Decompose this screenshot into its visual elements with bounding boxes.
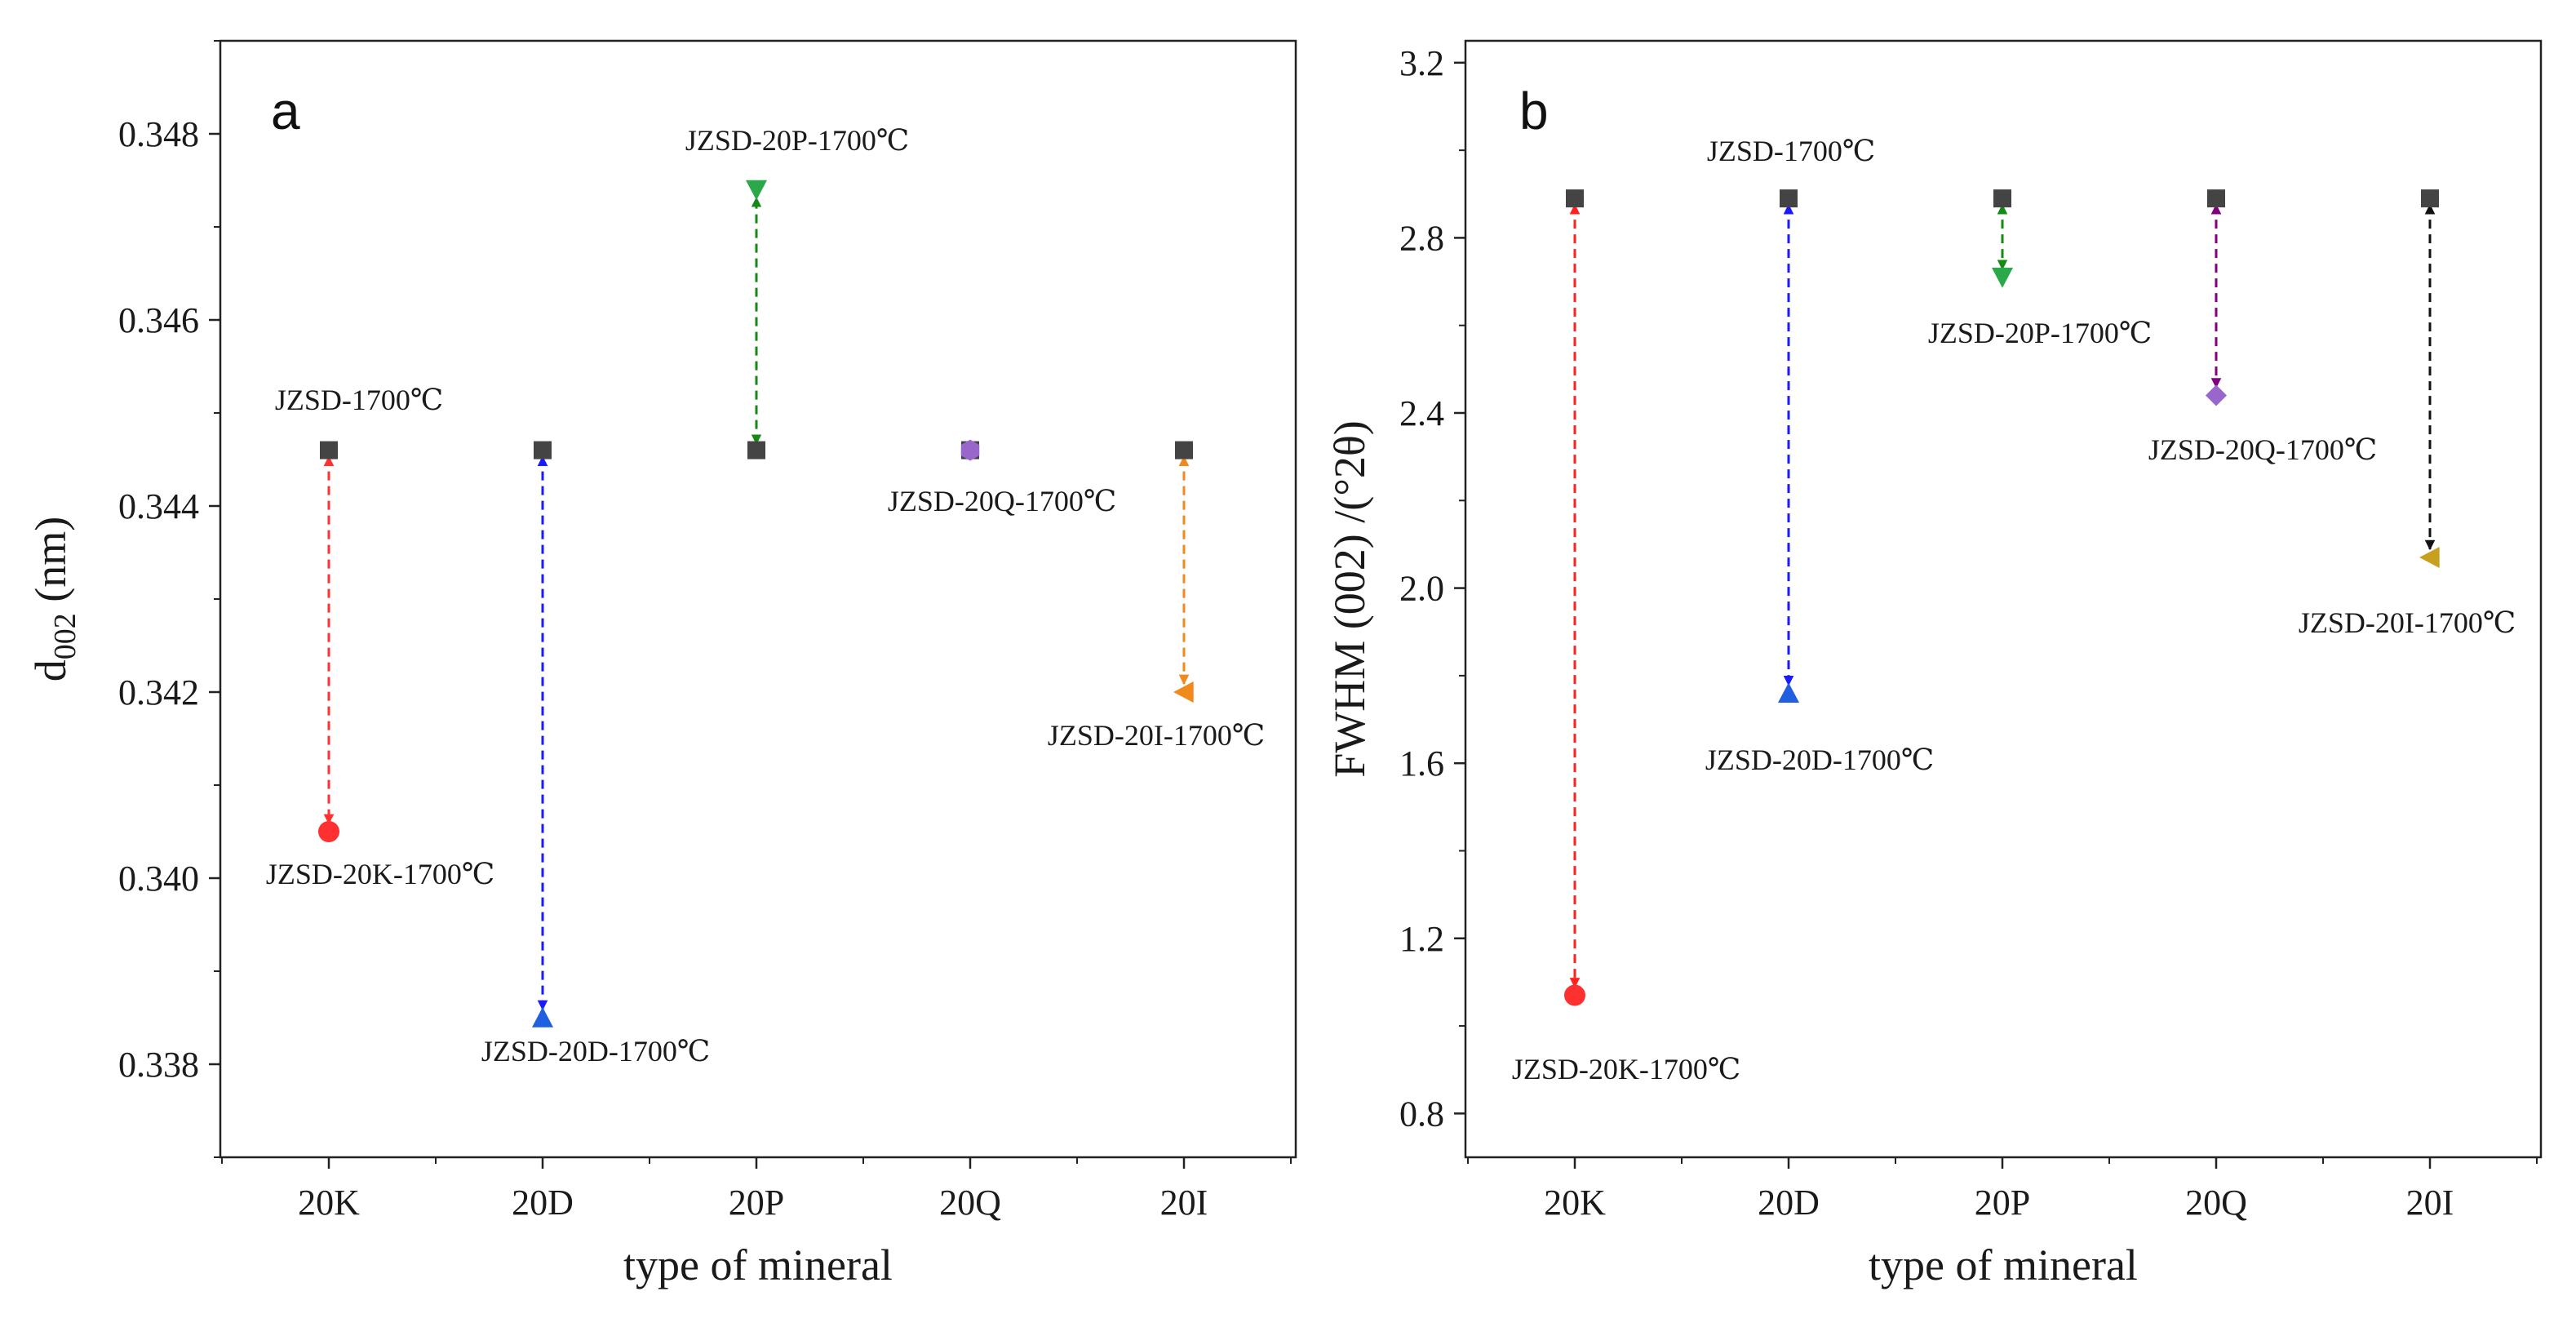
x-tick-label-b: 20P <box>1975 1183 2030 1223</box>
panel-label-a: a <box>271 82 300 140</box>
ticks-b: 0.8 1.2 1.6 2.0 2.4 2.8 3.2 20K 20D 20P 20Q 20I <box>1399 43 2538 1223</box>
y-tick-label-a: 0.344 <box>118 486 199 526</box>
points-b <box>1564 189 2440 1006</box>
reference-point-b-20P <box>1993 189 2011 208</box>
y-tick-label-b: 2.4 <box>1399 393 1444 433</box>
x-tick-label-a: 20Q <box>939 1183 1001 1223</box>
annotation-a-20D: JZSD-20D-1700℃ <box>481 1035 710 1067</box>
y-tick-label-b: 0.8 <box>1399 1094 1444 1134</box>
x-tick-label-b: 20I <box>2406 1183 2454 1223</box>
y-axis-title-a-main: d <box>26 659 75 681</box>
y-tick-label-b: 1.2 <box>1399 919 1444 959</box>
x-tick-label-a: 20D <box>512 1183 574 1223</box>
x-tick-label-a: 20K <box>298 1183 360 1223</box>
y-axis-title-a: d002 (nm) <box>26 517 82 681</box>
points-a <box>318 180 1194 1028</box>
data-point-a-20Q <box>960 439 980 461</box>
reference-point-a-20K <box>320 441 338 459</box>
y-axis-title-a-sub: 002 <box>48 613 82 659</box>
panel-label-b: b <box>1519 82 1549 140</box>
reference-point-b-20I <box>2421 189 2439 208</box>
annotation-b-20K: JZSD-20K-1700℃ <box>1512 1053 1740 1085</box>
data-point-a-20I <box>1173 681 1194 703</box>
annotation-a-20I: JZSD-20I-1700℃ <box>1048 719 1265 752</box>
x-axis-title-b: type of mineral <box>1869 1241 2138 1289</box>
y-tick-label-b: 2.0 <box>1399 569 1444 609</box>
data-point-b-20I <box>2419 547 2440 569</box>
x-tick-label-b: 20D <box>1758 1183 1820 1223</box>
data-point-a-20K <box>318 821 339 842</box>
y-tick-label-b: 3.2 <box>1399 43 1444 83</box>
y-axis-title-a-unit: (nm) <box>26 517 75 613</box>
reference-point-b-20D <box>1780 189 1798 208</box>
x-tick-label-a: 20I <box>1160 1183 1208 1223</box>
x-tick-label-a: 20P <box>729 1183 784 1223</box>
data-point-b-20P <box>1992 267 2013 288</box>
y-tick-label-a: 0.348 <box>118 114 199 154</box>
y-tick-label-b: 1.6 <box>1399 743 1444 783</box>
y-tick-label-a: 0.346 <box>118 300 199 340</box>
chart-panel-a: a type of mineral d002 (nm) 0.3380.3400.… <box>26 39 1297 1289</box>
x-tick-label-b: 20K <box>1544 1183 1606 1223</box>
x-axis-title-a: type of mineral <box>623 1241 893 1289</box>
data-point-b-20Q <box>2206 384 2227 406</box>
y-tick-label-a: 0.342 <box>118 672 199 712</box>
x-tick-label-b: 20Q <box>2185 1183 2247 1223</box>
y-axis-title-b: FWHM (002) /(°2θ) <box>1325 420 1374 777</box>
annotation-b-20P: JZSD-20P-1700℃ <box>1928 317 2152 349</box>
data-point-b-20D <box>1778 682 1799 704</box>
annotation-b-20D: JZSD-20D-1700℃ <box>1705 743 1934 776</box>
data-point-a-20D <box>532 1007 553 1028</box>
data-point-b-20K <box>1564 984 1585 1006</box>
y-tick-label-a: 0.340 <box>118 859 199 899</box>
reference-point-a-20D <box>534 441 552 459</box>
ticks-a: 0.338 0.340 0.342 0.344 0.346 0.348 20K 20D 20P 2… <box>118 40 1292 1223</box>
plot-frame-a <box>219 39 1297 1159</box>
annotation-b-20I: JZSD-20I-1700℃ <box>2299 606 2516 639</box>
annotation-b-reference: JZSD-1700℃ <box>1707 135 1875 167</box>
arrows-a <box>323 197 1190 1011</box>
reference-point-a-20P <box>747 441 765 459</box>
y-tick-label-a: 0.338 <box>118 1045 199 1085</box>
y-tick-label-b: 2.8 <box>1399 218 1444 258</box>
reference-point-b-20K <box>1566 189 1584 208</box>
annotation-a-20Q: JZSD-20Q-1700℃ <box>888 485 1116 517</box>
chart-panel-b: b type of mineral FWHM (002) /(°2θ) 0.8 1… <box>1325 39 2543 1289</box>
reference-point-a-20I <box>1175 441 1193 459</box>
annotation-a-20K: JZSD-20K-1700℃ <box>266 858 494 890</box>
arrows-b <box>1569 203 2436 988</box>
reference-point-b-20Q <box>2207 189 2225 208</box>
annotation-b-20Q: JZSD-20Q-1700℃ <box>2148 433 2377 466</box>
annotation-a-20P: JZSD-20P-1700℃ <box>685 124 909 157</box>
annotation-a-reference: JZSD-1700℃ <box>275 384 443 416</box>
data-point-a-20P <box>746 180 767 201</box>
